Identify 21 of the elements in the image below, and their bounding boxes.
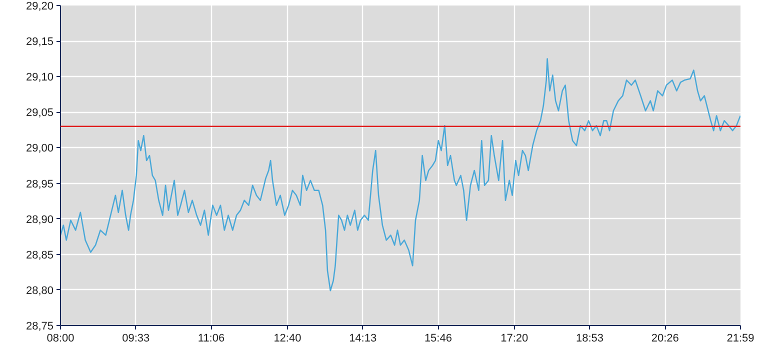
x-tick-label: 12:40: [274, 332, 302, 344]
y-tick-label: 28,95: [26, 178, 54, 190]
x-tick-label: 17:20: [500, 332, 528, 344]
y-tick-label: 29,05: [26, 107, 54, 120]
y-tick-label: 28,90: [26, 214, 54, 226]
x-tick-label: 15:46: [424, 332, 452, 344]
y-tick-label: 29,00: [26, 142, 54, 155]
x-tick-label: 18:53: [576, 332, 604, 344]
y-tick-label: 29,10: [26, 72, 54, 84]
x-tick-label: 09:33: [122, 332, 150, 344]
y-tick-label: 28,85: [26, 249, 54, 262]
y-tick-label: 29,20: [26, 0, 54, 12]
x-tick-label: 08:00: [46, 332, 74, 344]
x-tick-label: 20:26: [651, 332, 679, 344]
line-series: [60, 58, 740, 292]
x-tick-label: 21:59: [726, 332, 754, 344]
x-tick-label: 14:13: [349, 332, 377, 344]
y-tick-label: 28,80: [26, 284, 54, 297]
y-tick-label: 28,75: [26, 320, 54, 332]
y-tick-label: 29,15: [26, 36, 54, 48]
x-tick-label: 11:06: [198, 332, 225, 344]
